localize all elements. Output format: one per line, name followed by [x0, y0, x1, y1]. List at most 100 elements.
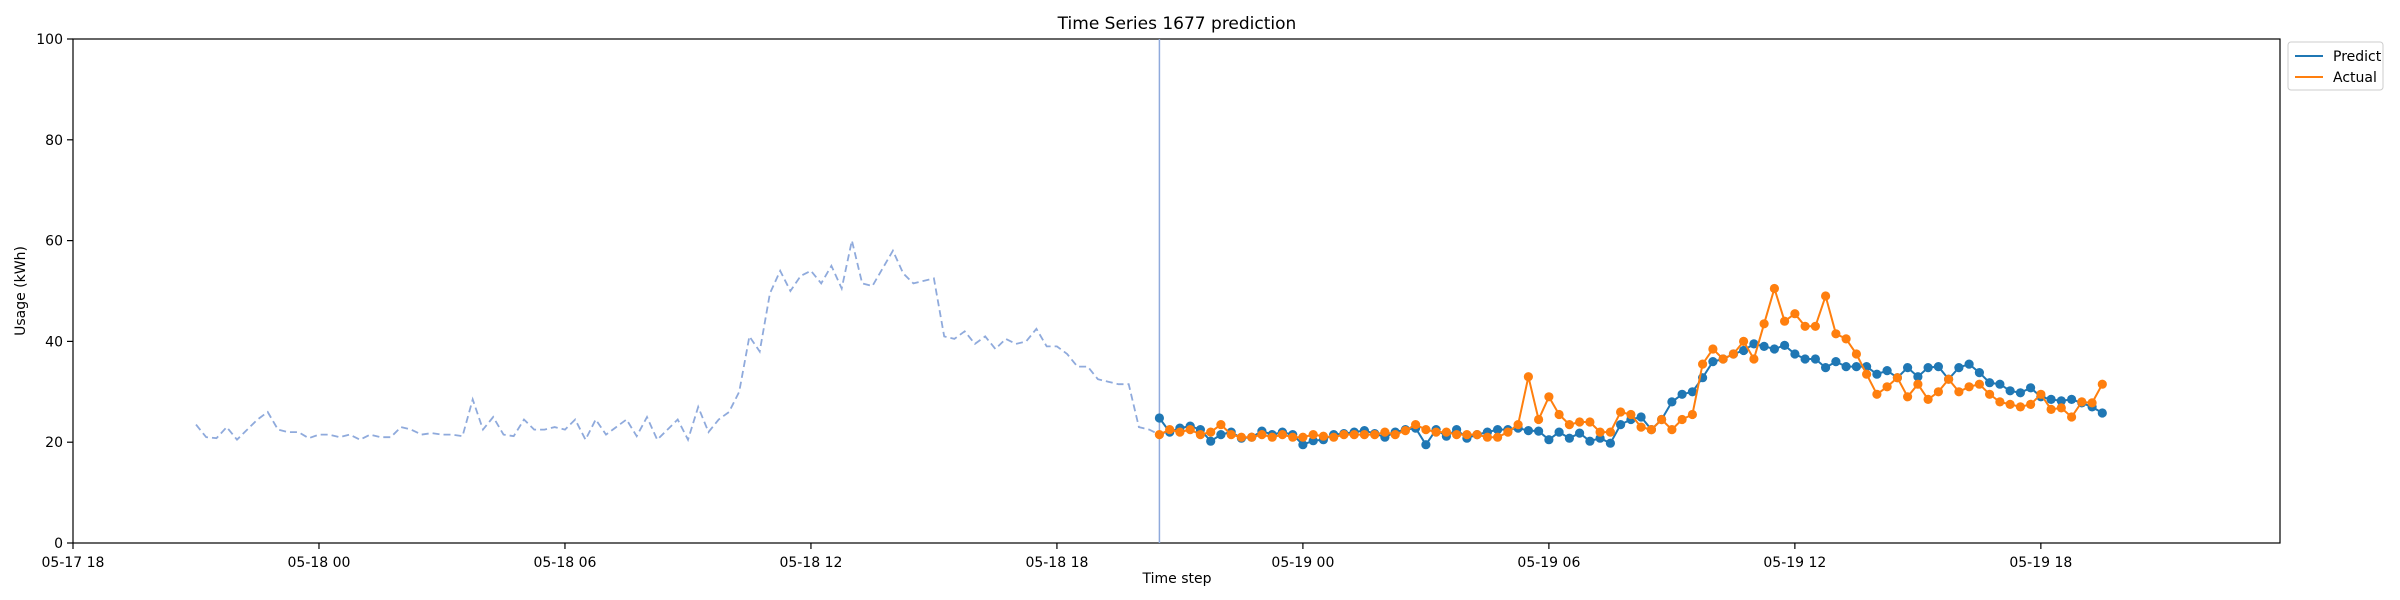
actual-point: [1923, 394, 1933, 404]
actual-point: [1913, 379, 1923, 389]
actual-point: [1944, 374, 1954, 384]
y-tick-label: 100: [36, 32, 63, 48]
predict-point: [1154, 413, 1164, 423]
predict-point: [1421, 440, 1431, 450]
x-tick-label: 05-19 12: [1763, 555, 1826, 571]
predict-point: [1923, 363, 1933, 373]
actual-point: [2097, 379, 2107, 389]
actual-point: [1872, 389, 1882, 399]
actual-point: [1964, 382, 1974, 392]
actual-point: [1411, 420, 1421, 430]
predict-point: [1769, 344, 1779, 354]
legend-actual-label: Actual: [2333, 70, 2377, 86]
actual-point: [1800, 321, 1810, 331]
actual-point: [1739, 336, 1749, 346]
actual-point: [1554, 409, 1564, 420]
predict-point: [1974, 368, 1984, 378]
actual-point: [1892, 373, 1902, 383]
predict-point: [1564, 433, 1574, 443]
predict-point: [1780, 340, 1790, 350]
actual-point: [2067, 412, 2077, 422]
actual-point: [1421, 425, 1431, 435]
legend-predict-label: Predict: [2333, 49, 2382, 65]
actual-point: [1903, 392, 1913, 402]
x-tick-label: 05-18 18: [1025, 555, 1088, 571]
actual-point: [1749, 354, 1759, 364]
actual-point: [1257, 430, 1267, 440]
predict-point: [1800, 354, 1810, 364]
actual-point: [1667, 425, 1677, 435]
predict-point: [1493, 425, 1503, 435]
actual-point: [1882, 382, 1892, 392]
actual-point: [1831, 329, 1841, 339]
actual-point: [1585, 417, 1595, 427]
actual-point: [1288, 432, 1298, 442]
predict-point: [1534, 426, 1544, 436]
actual-point: [1236, 432, 1246, 442]
actual-point: [1841, 334, 1851, 344]
actual-point: [1575, 417, 1585, 427]
predict-point: [1523, 426, 1533, 436]
actual-point: [1206, 427, 1216, 437]
x-tick-label: 05-19 06: [1517, 555, 1580, 571]
x-tick-label: 05-18 12: [779, 555, 842, 571]
history-line: [195, 240, 1170, 443]
predict-point: [1882, 366, 1892, 376]
actual-point: [1329, 432, 1339, 442]
actual-point: [1154, 430, 1164, 440]
x-tick-label: 05-19 18: [2009, 555, 2072, 571]
actual-point: [1185, 425, 1195, 435]
actual-point: [1954, 387, 1964, 397]
predict-point: [1216, 430, 1226, 440]
actual-point: [1708, 344, 1718, 354]
actual-point: [2026, 399, 2036, 409]
predict-point: [1677, 389, 1687, 399]
predict-point: [1985, 378, 1995, 388]
actual-point: [1862, 369, 1872, 379]
predict-point: [1575, 428, 1585, 438]
actual-point: [1995, 397, 2005, 407]
predict-point: [1810, 354, 1820, 364]
actual-point: [1677, 414, 1687, 425]
actual-point: [1605, 427, 1615, 437]
actual-point: [1534, 414, 1544, 425]
actual-point: [1780, 316, 1790, 326]
predict-point: [1933, 362, 1943, 372]
actual-point: [1513, 420, 1523, 430]
actual-point: [1267, 432, 1277, 442]
predict-point: [2026, 383, 2036, 393]
predict-point: [1667, 397, 1677, 407]
predict-point: [1831, 357, 1841, 367]
actual-point: [1298, 432, 1308, 442]
predict-point: [2097, 408, 2107, 418]
actual-point: [1718, 354, 1728, 364]
x-tick-label: 05-19 00: [1271, 555, 1334, 571]
predict-point: [1554, 427, 1564, 437]
actual-point: [2077, 397, 2087, 407]
y-tick-label: 80: [45, 133, 63, 149]
actual-point: [1595, 427, 1605, 437]
actual-point: [1503, 427, 1513, 437]
actual-point: [2005, 399, 2015, 409]
plot-frame: [72, 38, 2281, 544]
predict-point: [1995, 379, 2005, 389]
actual-point: [1728, 349, 1738, 359]
actual-point: [1165, 425, 1175, 435]
actual-point: [1636, 422, 1646, 432]
actual-point: [1985, 389, 1995, 399]
predict-point: [1759, 341, 1769, 351]
actual-point: [1226, 430, 1236, 440]
predict-point: [1544, 435, 1554, 445]
y-tick-label: 40: [45, 334, 63, 350]
x-tick-label: 05-18 06: [533, 555, 596, 571]
x-tick-label: 05-17 18: [42, 555, 105, 571]
actual-point: [1759, 319, 1769, 329]
actual-point: [2056, 403, 2066, 413]
actual-point: [1472, 430, 1482, 440]
predict-point: [1298, 440, 1308, 450]
predict-point: [1739, 345, 1749, 356]
predict-point: [1585, 436, 1595, 446]
actual-point: [1339, 430, 1349, 440]
actual-point: [1646, 425, 1656, 435]
